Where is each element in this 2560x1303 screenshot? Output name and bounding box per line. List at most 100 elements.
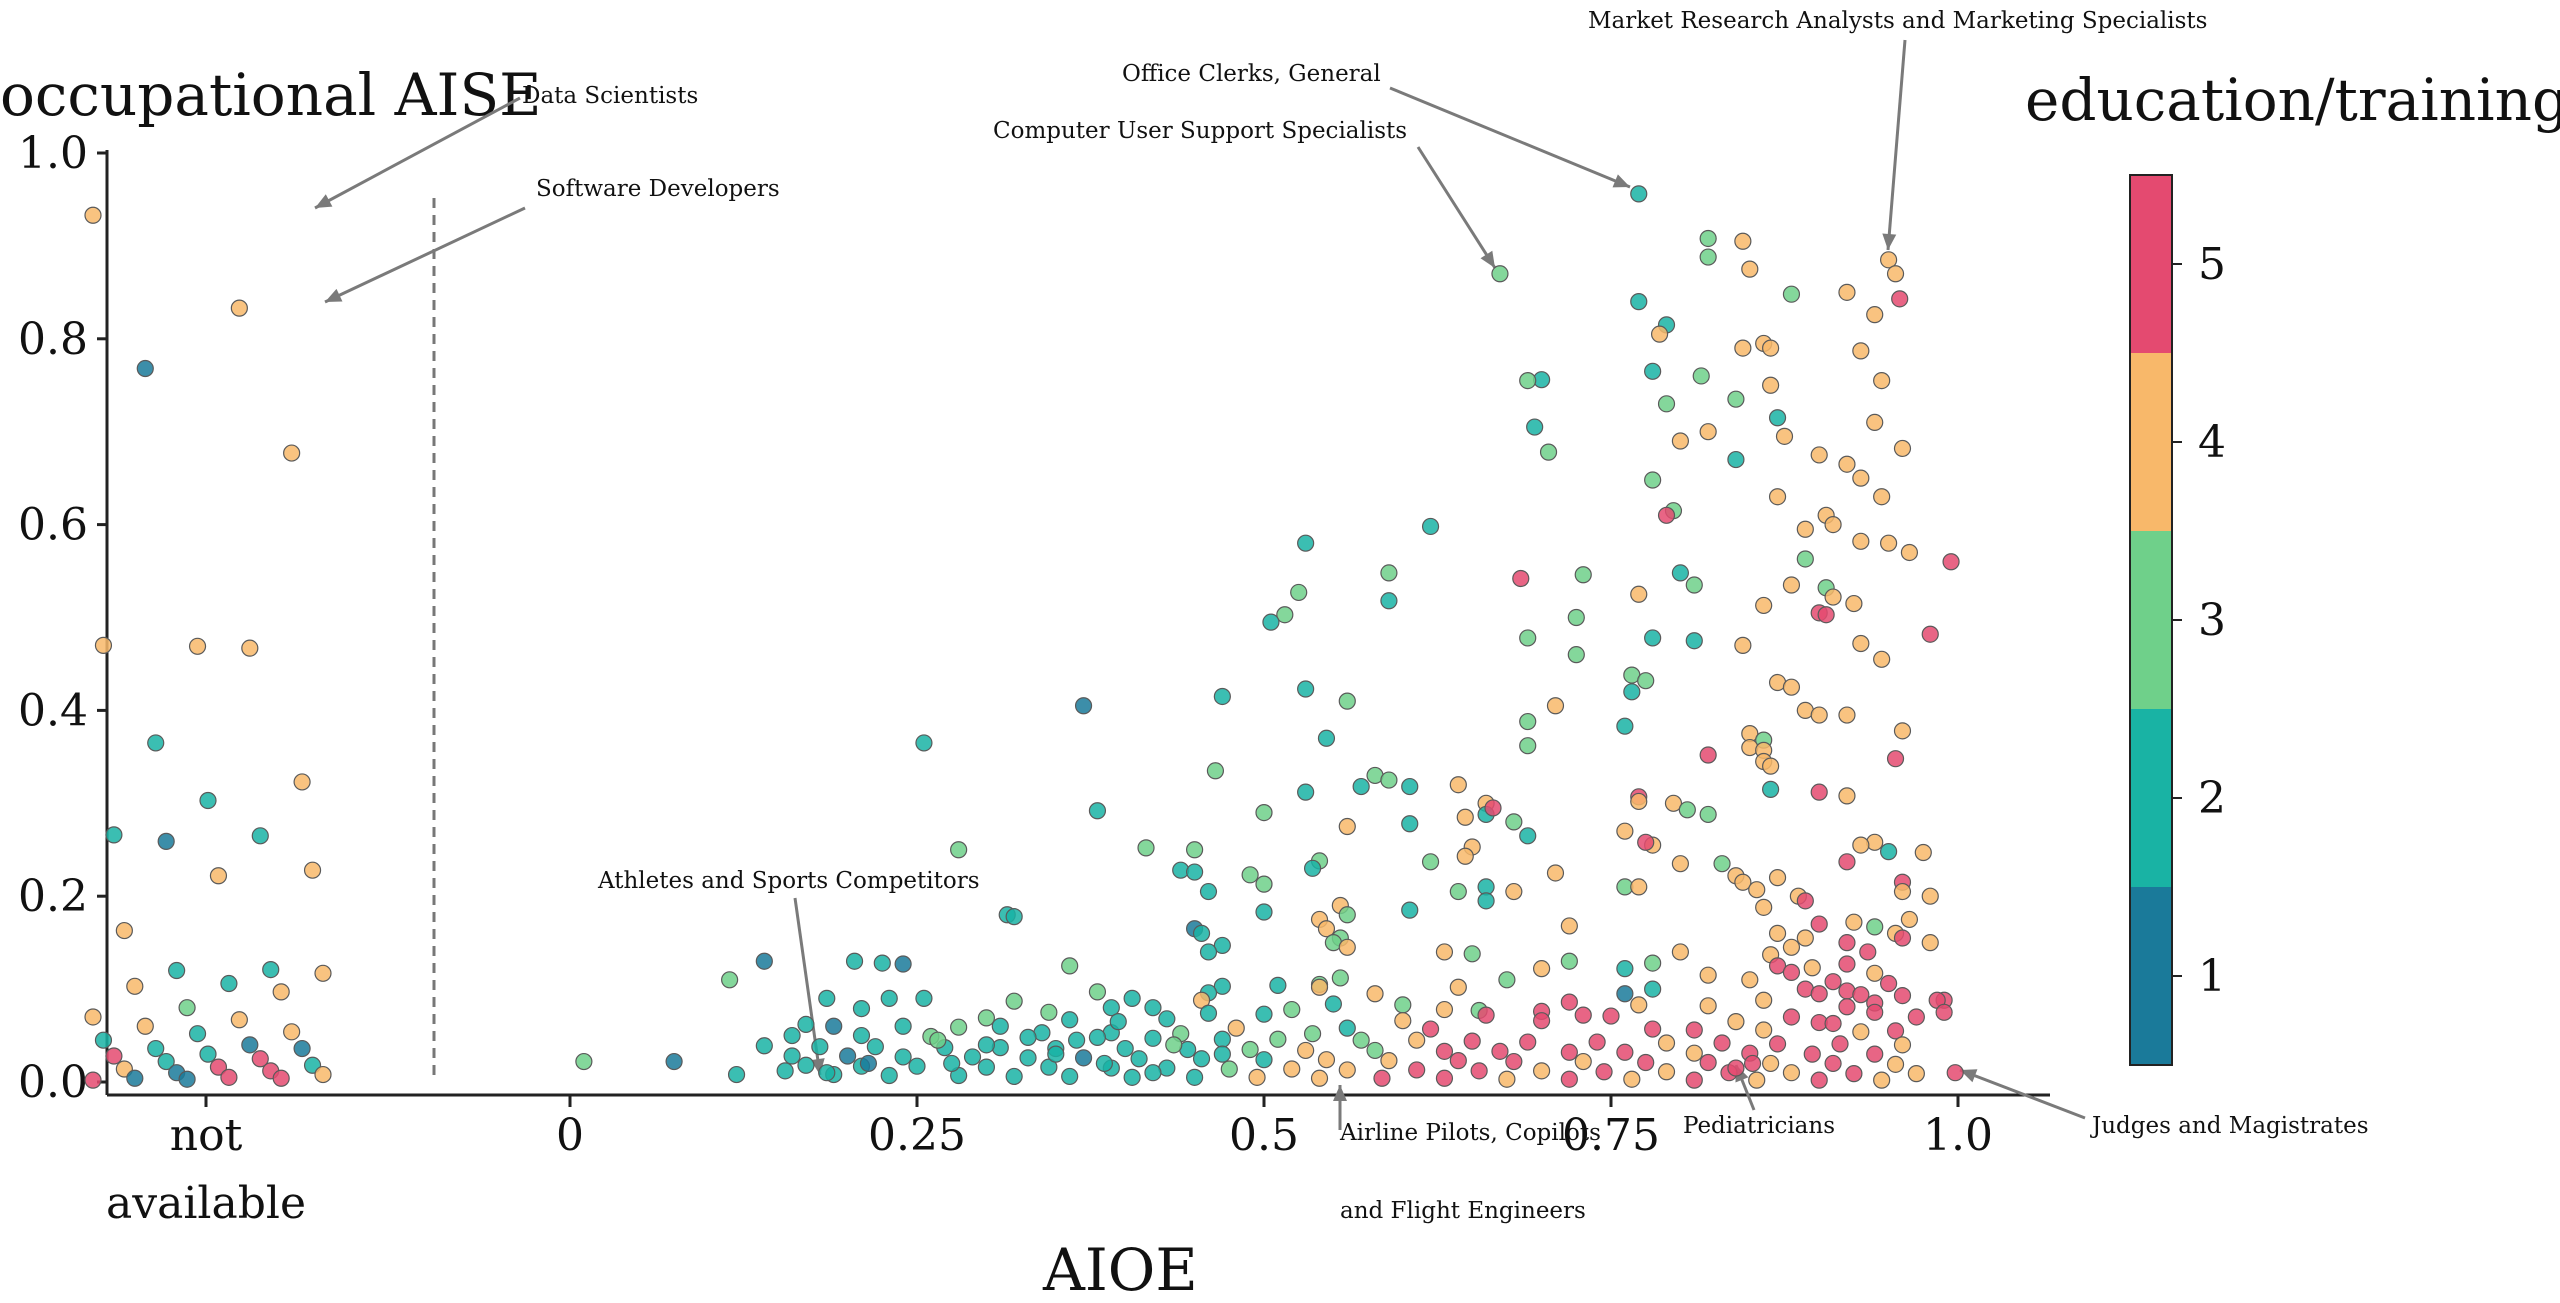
data-point	[1088, 1028, 1107, 1047]
na-label-line2: available	[106, 1178, 306, 1229]
data-point	[1866, 1003, 1884, 1021]
data-point	[1699, 1053, 1717, 1072]
data-point	[1539, 443, 1558, 461]
data-point	[1824, 973, 1842, 991]
data-point	[1088, 983, 1107, 1001]
na-data-point	[147, 1039, 165, 1058]
data-point	[1852, 1023, 1870, 1041]
annotation-arrow-head	[325, 288, 343, 302]
data-point	[1893, 987, 1912, 1005]
data-point	[1727, 390, 1745, 408]
data-point	[1768, 957, 1787, 975]
data-point	[1352, 1031, 1370, 1049]
data-point	[977, 1009, 996, 1027]
na-data-point	[94, 1031, 113, 1049]
na-data-point	[314, 1065, 332, 1084]
na-data-point	[157, 832, 175, 850]
data-point	[1755, 1021, 1773, 1039]
data-point	[1102, 999, 1120, 1017]
colorbar-title: education/training	[2025, 66, 2560, 134]
data-point	[1886, 1022, 1905, 1040]
data-point	[1505, 1052, 1523, 1071]
na-data-point	[105, 826, 123, 844]
data-point	[1685, 1021, 1703, 1039]
data-point	[1810, 446, 1828, 464]
data-point	[1914, 843, 1932, 862]
na-data-point	[94, 636, 113, 654]
data-point	[1165, 1036, 1183, 1054]
data-point	[859, 1054, 878, 1073]
data-point	[1456, 808, 1474, 826]
data-point	[1546, 864, 1565, 882]
data-point	[1699, 805, 1717, 824]
data-point	[1852, 532, 1870, 550]
data-point	[1886, 1055, 1905, 1073]
annot-data-scientists: Data Scientists	[522, 83, 698, 109]
na-data-point	[126, 1069, 144, 1087]
data-point	[1144, 1064, 1162, 1082]
data-point	[1699, 997, 1717, 1015]
data-point	[1588, 1033, 1606, 1051]
data-point	[1824, 1014, 1842, 1033]
data-point	[1248, 1068, 1266, 1086]
data-point	[1061, 1067, 1079, 1086]
data-point	[1879, 843, 1898, 861]
data-point	[977, 1058, 996, 1076]
na-data-point	[157, 1052, 175, 1071]
annotation-arrow-head	[1480, 250, 1495, 268]
data-point	[1657, 506, 1676, 524]
data-point	[1803, 1045, 1821, 1063]
data-point	[1699, 423, 1717, 441]
data-point	[1637, 1053, 1655, 1072]
data-point	[1762, 780, 1780, 798]
data-point	[825, 1017, 843, 1035]
data-point	[1817, 606, 1835, 624]
data-point	[1317, 729, 1336, 747]
data-point	[1630, 293, 1648, 311]
y-tick-label: 0.4	[18, 685, 88, 736]
data-point	[1185, 841, 1204, 859]
na-data-point	[199, 791, 217, 810]
data-point	[1408, 1061, 1426, 1079]
data-point	[1782, 1064, 1801, 1082]
data-point	[880, 989, 898, 1007]
na-data-point	[241, 1036, 259, 1054]
data-point	[1519, 712, 1537, 731]
data-point	[1685, 632, 1703, 650]
data-point	[838, 1047, 857, 1065]
data-point	[1838, 455, 1856, 473]
data-point	[1519, 1033, 1537, 1051]
data-point	[1324, 995, 1343, 1013]
data-point	[1782, 963, 1801, 981]
data-point	[1213, 977, 1231, 995]
data-point	[1005, 992, 1023, 1010]
data-point	[1408, 1031, 1426, 1049]
data-point	[1664, 794, 1683, 812]
data-point	[1095, 1054, 1113, 1073]
data-point	[1574, 566, 1592, 584]
data-point	[1838, 706, 1856, 724]
data-point	[1519, 737, 1537, 755]
na-data-point	[314, 964, 332, 982]
data-point	[950, 1018, 968, 1036]
data-point	[1741, 260, 1759, 278]
data-point	[1741, 738, 1759, 757]
data-point	[1574, 1006, 1592, 1024]
data-point	[755, 1037, 773, 1055]
data-point	[1255, 803, 1273, 822]
data-point	[991, 1017, 1009, 1035]
data-point	[1449, 776, 1467, 794]
data-point	[1866, 964, 1884, 982]
data-point	[1061, 1011, 1079, 1029]
na-data-point	[230, 299, 248, 317]
na-data-point	[199, 1045, 217, 1063]
data-point	[1192, 1050, 1211, 1068]
data-point	[1498, 971, 1516, 989]
na-label-line1: not	[170, 1110, 243, 1161]
na-data-point	[272, 983, 290, 1001]
data-point	[1852, 634, 1870, 653]
data-point	[1310, 1069, 1329, 1087]
data-point	[1893, 439, 1912, 458]
data-point	[1109, 1013, 1127, 1031]
data-point	[1644, 629, 1662, 647]
